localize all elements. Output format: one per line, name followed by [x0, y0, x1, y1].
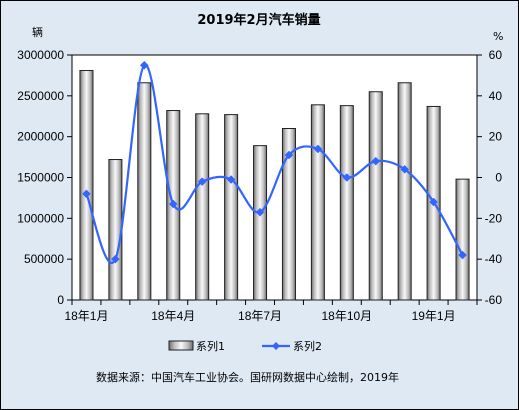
line-point — [226, 175, 236, 184]
bar — [108, 159, 123, 301]
series-line — [85, 64, 464, 264]
chart-title: 2019年2月汽车销量 — [197, 12, 320, 28]
y-left-tick-label: 500000 — [24, 252, 64, 266]
line-point — [284, 150, 294, 160]
bar — [195, 113, 210, 301]
y-right-tick-label: 20 — [489, 130, 503, 144]
y-left-tick-label: 2000000 — [17, 130, 64, 144]
plot-area — [71, 54, 478, 301]
line-point — [168, 199, 178, 209]
line-point — [371, 156, 381, 166]
line-point — [82, 189, 91, 199]
y-right-tick-label: 40 — [489, 89, 503, 103]
x-tick-label: 18年7月 — [238, 309, 282, 323]
y-left-tick-label: 2500000 — [17, 89, 64, 103]
bar — [137, 82, 152, 301]
y-left-tick-label: 3000000 — [17, 48, 64, 62]
bar — [339, 105, 354, 301]
line-point — [458, 250, 467, 260]
y-right-tick-label: 0 — [495, 171, 502, 185]
legend-label-series2: 系列2 — [293, 339, 322, 353]
bar — [253, 145, 268, 301]
line-point — [111, 254, 120, 264]
y-left-tick-label: 1000000 — [17, 211, 64, 225]
y-left-tick-label: 0 — [57, 293, 64, 307]
line-point — [313, 144, 323, 154]
line-point — [197, 177, 207, 186]
line-point — [400, 164, 410, 174]
y-left-unit: 辆 — [32, 25, 43, 39]
bar — [397, 82, 412, 301]
x-tick-label: 18年10月 — [321, 309, 372, 323]
legend-swatch-bar — [168, 340, 194, 351]
legend-marker — [272, 342, 280, 350]
source-note: 数据来源：中国汽车工业协会。国研网数据中心绘制，2019年 — [96, 370, 399, 384]
bar — [455, 178, 470, 301]
x-tick-label: 18年4月 — [151, 309, 195, 323]
y-right-unit: % — [493, 30, 503, 43]
y-right-tick-label: -60 — [485, 293, 503, 307]
x-tick-label: 19年1月 — [412, 309, 456, 323]
y-left-tick-label: 1500000 — [17, 171, 64, 185]
line-point — [429, 197, 438, 207]
line-point — [255, 207, 265, 217]
bar — [310, 104, 325, 301]
bar — [281, 128, 296, 301]
legend-label-series1: 系列1 — [196, 339, 225, 353]
bar — [224, 114, 239, 301]
line-point — [139, 60, 149, 70]
y-right-tick-label: -20 — [485, 211, 503, 225]
bar — [368, 91, 383, 301]
y-right-tick-label: -40 — [485, 252, 503, 266]
x-tick-label: 18年1月 — [64, 309, 108, 323]
line-point — [342, 173, 352, 182]
bar — [79, 70, 94, 301]
y-right-tick-label: 60 — [489, 48, 503, 62]
